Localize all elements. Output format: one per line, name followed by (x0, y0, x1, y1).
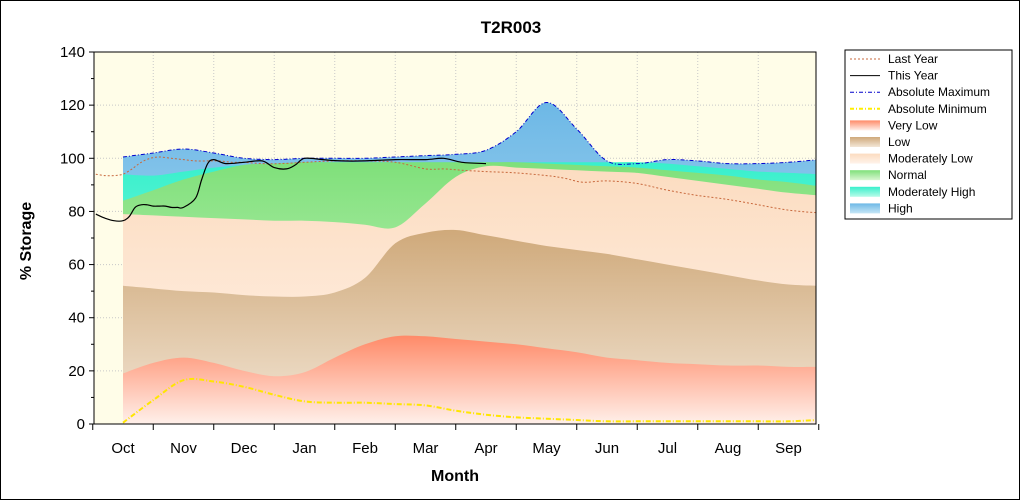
legend-item-high: High (850, 201, 913, 215)
series-lines (95, 101, 816, 424)
legend-label: Absolute Minimum (888, 102, 987, 116)
legend-label: Moderately Low (888, 152, 973, 166)
x-axis-title: Month (431, 468, 479, 485)
x-tick-label: May (532, 440, 561, 457)
series-absolute-maximum (122, 101, 816, 165)
y-tick-label: 20 (68, 363, 85, 380)
legend-label: This Year (888, 69, 938, 83)
y-axis: 0 20 40 60 80 100 120 140 (60, 44, 94, 433)
x-tick-label: Apr (474, 440, 497, 457)
legend-item-last-year: Last Year (850, 52, 938, 66)
x-tick-label: Dec (231, 440, 258, 457)
legend-label: High (888, 201, 913, 215)
legend-label: Very Low (888, 118, 938, 132)
legend-item-this-year: This Year (850, 69, 938, 83)
legend-label: Moderately High (888, 185, 975, 199)
y-tick-label: 80 (68, 203, 85, 220)
legend-swatch (850, 186, 880, 197)
legend-item-abs-max: Absolute Maximum (850, 85, 990, 99)
x-axis: Oct Nov Dec Jan Feb Mar Apr May Jun Jul Aug Sep (92, 424, 820, 457)
x-tick-label: Oct (111, 440, 135, 457)
x-tick-label: Nov (170, 440, 197, 457)
band-very-low (123, 335, 816, 424)
x-tick-label: Mar (413, 440, 439, 457)
legend-swatch (850, 203, 880, 214)
series-this-year (95, 157, 487, 222)
y-tick-label: 140 (60, 44, 85, 61)
y-tick-label: 0 (77, 416, 85, 433)
y-tick-label: 100 (60, 150, 85, 167)
series-last-year (95, 156, 816, 214)
legend: Last Year This Year Absolute Maximum Absolu… (844, 49, 1013, 220)
x-tick-label: Sep (775, 440, 802, 457)
x-tick-label: Jul (658, 440, 677, 457)
x-tick-label: Jan (292, 440, 316, 457)
legend-item-normal: Normal (850, 168, 927, 182)
x-tick-label: Jun (595, 440, 619, 457)
chart-title: T2R003 (481, 18, 541, 37)
legend-swatch (850, 120, 880, 131)
legend-swatch (850, 153, 880, 164)
legend-item-moderately-high: Moderately High (850, 185, 975, 199)
x-tick-label: Aug (715, 440, 742, 457)
legend-label: Normal (888, 168, 927, 182)
y-tick-label: 60 (68, 257, 85, 274)
y-axis-title: % Storage (18, 202, 35, 280)
legend-label: Low (888, 135, 910, 149)
bands (123, 102, 816, 424)
series-absolute-minimum (122, 377, 816, 424)
legend-item-low: Low (850, 135, 910, 149)
legend-swatch (850, 137, 880, 147)
legend-label: Absolute Maximum (888, 85, 990, 99)
y-tick-label: 120 (60, 97, 85, 114)
legend-label: Last Year (888, 52, 938, 66)
x-tick-label: Feb (352, 440, 378, 457)
legend-swatch (850, 170, 880, 181)
y-tick-label: 40 (68, 310, 85, 327)
legend-item-abs-min: Absolute Minimum (850, 102, 987, 116)
legend-item-very-low: Very Low (850, 118, 938, 132)
legend-item-moderately-low: Moderately Low (850, 152, 973, 166)
